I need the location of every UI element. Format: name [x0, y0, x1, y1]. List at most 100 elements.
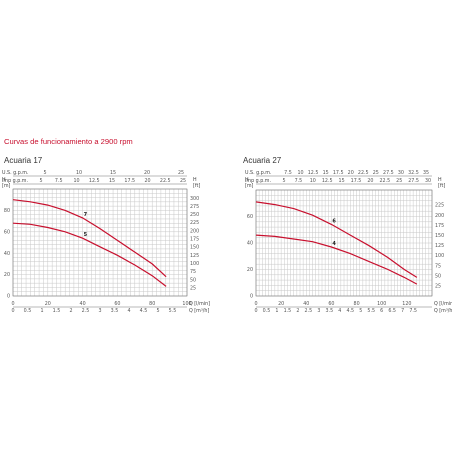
x2-tick: 0.5 — [263, 308, 271, 314]
imp-gpm-tick: 15 — [339, 178, 345, 184]
series-curve-7 — [12, 199, 167, 278]
imp-gpm-tick: 30 — [425, 178, 431, 184]
imp-gpm-tick: 7.5 — [55, 178, 63, 184]
us-gpm-tick: 12.5 — [308, 170, 319, 176]
x2-axis-label: Q [m³/h] — [434, 308, 452, 314]
imp-gpm-tick: 25 — [396, 178, 402, 184]
series-label-7: 7 — [84, 212, 88, 218]
x2-tick: 5 — [359, 308, 362, 314]
us-gpm-label: U.S. g.p.m. — [2, 170, 28, 176]
y-tick: 20 — [247, 267, 253, 273]
y2-tick: 300 — [190, 196, 199, 202]
imp-gpm-tick: 17.5 — [124, 178, 135, 184]
us-gpm-tick: 25 — [178, 170, 184, 176]
y2-tick: 25 — [435, 284, 441, 290]
x2-tick: 5.5 — [169, 308, 177, 314]
us-gpm-tick: 10 — [297, 170, 303, 176]
y2-tick: 100 — [190, 261, 199, 267]
h-label-right: H — [193, 177, 197, 183]
h-unit-right: [ft] — [193, 183, 200, 189]
plot-frame — [12, 188, 188, 297]
series-label-4: 4 — [332, 241, 336, 247]
x2-tick: 3.5 — [111, 308, 119, 314]
x2-tick: 2 — [69, 308, 72, 314]
y-tick: 40 — [247, 241, 253, 247]
x2-tick: 6 — [380, 308, 383, 314]
x-tick: 20 — [45, 301, 51, 307]
series-label-6: 6 — [332, 218, 336, 224]
y2-tick: 225 — [435, 203, 444, 209]
y-tick: 0 — [7, 294, 10, 300]
x2-tick: 2 — [296, 308, 299, 314]
x2-tick: 1.5 — [284, 308, 292, 314]
y2-tick: 250 — [190, 212, 199, 218]
imp-gpm-tick: 10 — [73, 178, 79, 184]
us-gpm-tick: 15 — [323, 170, 329, 176]
us-gpm-tick: 10 — [76, 170, 82, 176]
x2-tick: 3 — [98, 308, 101, 314]
us-gpm-tick: 22.5 — [358, 170, 369, 176]
h-unit-left: [m] — [245, 183, 254, 189]
us-gpm-tick: 17.5 — [333, 170, 344, 176]
x-tick: 0 — [11, 301, 14, 307]
y2-tick: 25 — [190, 285, 196, 291]
x-tick: 60 — [114, 301, 120, 307]
y2-tick: 50 — [435, 273, 441, 279]
y-tick: 40 — [4, 251, 10, 257]
us-gpm-tick: 27.5 — [383, 170, 394, 176]
x2-tick: 1 — [40, 308, 43, 314]
y2-tick: 125 — [190, 253, 199, 259]
imp-gpm-tick: 12.5 — [89, 178, 100, 184]
imp-gpm-tick: 22.5 — [160, 178, 171, 184]
chart-title: Acuaria 27 — [243, 156, 282, 165]
y2-tick: 100 — [435, 253, 444, 259]
x-tick: 120 — [402, 301, 411, 307]
imp-gpm-tick: 25 — [180, 178, 186, 184]
x2-tick: 0.5 — [24, 308, 32, 314]
imp-gpm-label: Imp g.p.m. — [245, 178, 271, 184]
x2-tick: 1 — [275, 308, 278, 314]
imp-gpm-tick: 22.5 — [379, 178, 390, 184]
x-tick: 20 — [278, 301, 284, 307]
series-curve-5 — [12, 222, 167, 287]
h-unit-left: [m] — [2, 183, 11, 189]
h-label-right: H — [438, 177, 442, 183]
series-curve-6 — [255, 201, 418, 278]
y2-tick: 175 — [190, 237, 199, 243]
x2-tick: 4.5 — [140, 308, 148, 314]
y2-tick: 200 — [190, 228, 199, 234]
x-tick: 40 — [303, 301, 309, 307]
x-axis-label: Q [l/min] — [434, 301, 452, 307]
y-tick: 0 — [250, 294, 253, 300]
y2-tick: 225 — [190, 220, 199, 226]
page-title: Curvas de funcionamiento a 2900 rpm — [4, 137, 133, 146]
x2-tick: 0 — [254, 308, 257, 314]
us-gpm-tick: 15 — [110, 170, 116, 176]
y-tick: 80 — [4, 208, 10, 214]
x2-tick: 7.5 — [409, 308, 417, 314]
y2-tick: 50 — [190, 277, 196, 283]
y2-tick: 75 — [190, 269, 196, 275]
imp-gpm-tick: 10 — [310, 178, 316, 184]
us-gpm-tick: 35 — [423, 170, 429, 176]
imp-gpm-tick: 27.5 — [408, 178, 419, 184]
y-tick: 60 — [4, 229, 10, 235]
imp-gpm-tick: 20 — [367, 178, 373, 184]
x2-tick: 0 — [11, 308, 14, 314]
imp-gpm-tick: 7.5 — [295, 178, 303, 184]
imp-gpm-tick: 20 — [144, 178, 150, 184]
x2-tick: 4 — [127, 308, 130, 314]
x2-axis-label: Q [m³/h] — [189, 308, 209, 314]
y2-tick: 150 — [435, 233, 444, 239]
x-tick: 40 — [80, 301, 86, 307]
y2-tick: 125 — [435, 243, 444, 249]
y2-tick: 200 — [435, 213, 444, 219]
x2-tick: 2.5 — [305, 308, 313, 314]
y2-tick: 150 — [190, 245, 199, 251]
us-gpm-tick: 30 — [398, 170, 404, 176]
us-gpm-tick: 32.5 — [408, 170, 419, 176]
us-gpm-tick: 20 — [144, 170, 150, 176]
us-gpm-tick: 25 — [373, 170, 379, 176]
x-tick: 100 — [182, 301, 191, 307]
